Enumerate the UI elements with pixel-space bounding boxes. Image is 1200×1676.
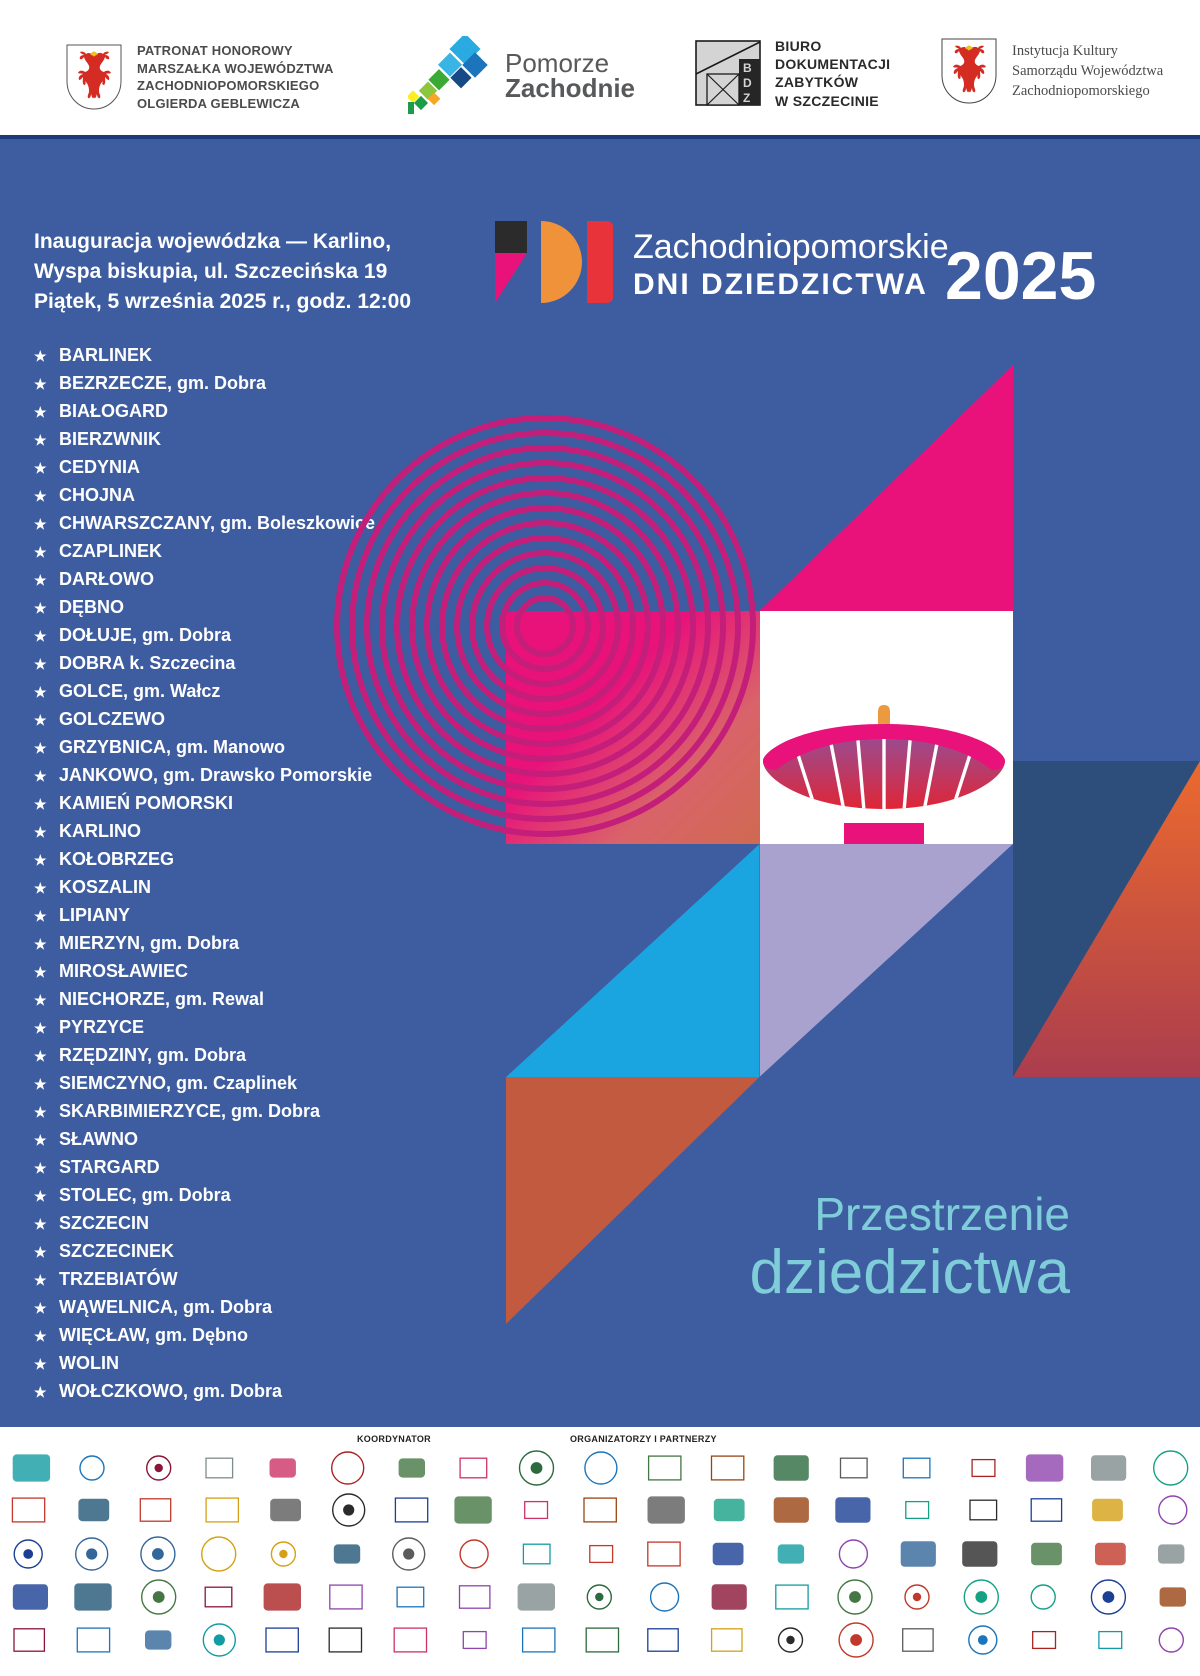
svg-text:Z: Z: [743, 91, 750, 105]
svg-text:D: D: [743, 76, 752, 90]
svg-text:B: B: [743, 61, 752, 75]
svg-text:DNI DZIEDZICTWA: DNI DZIEDZICTWA: [633, 268, 928, 301]
svg-text:Zachodniopomorskie: Zachodniopomorskie: [633, 228, 949, 266]
svg-text:2025: 2025: [945, 238, 1096, 303]
